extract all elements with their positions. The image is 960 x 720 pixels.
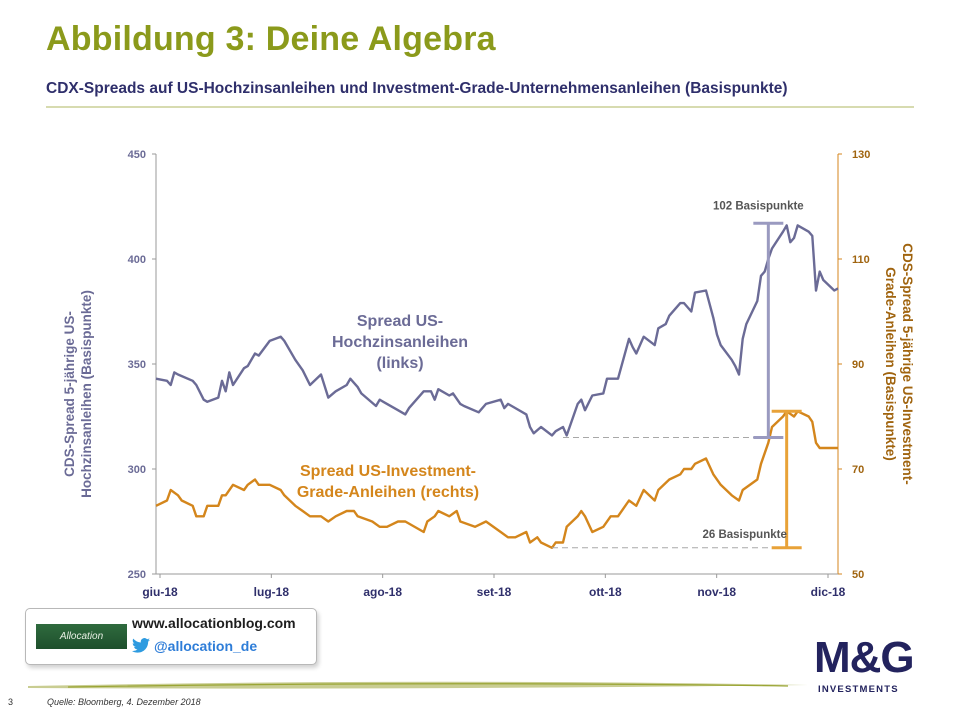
series-line-investment-grade	[155, 410, 838, 549]
chart-subtitle: CDX-Spreads auf US-Hochzinsanleihen und …	[46, 80, 788, 97]
y-axis-left-title: CDS-Spread 5-jährige US- Hochzinsanleihen…	[62, 290, 94, 498]
series-label-line: Spread US-	[357, 313, 443, 330]
title-divider	[46, 106, 914, 108]
series-label-high-yield: Spread US- Hochzinsanleihen (links)	[332, 313, 468, 372]
mg-logo-subtitle: INVESTMENTS	[818, 684, 899, 695]
chart-annotations: 102 Basispunkte 26 Basispunkte	[552, 200, 804, 550]
x-tick-label: lug-18	[254, 585, 290, 599]
annotation-label: 102 Basispunkte	[713, 200, 804, 212]
series-label-line: Grade-Anleihen (rechts)	[297, 484, 479, 501]
x-tick-label: giu-18	[142, 585, 178, 599]
series-label-line: (links)	[376, 355, 423, 372]
y-left-tick-label: 300	[128, 464, 146, 476]
y-left-tick-label: 350	[128, 359, 146, 371]
series-line-high-yield	[155, 224, 839, 437]
twitter-icon	[132, 638, 150, 653]
chart-labels: Spread US-Hochzinsanleihen (links)Spread …	[297, 313, 479, 501]
x-tick-label: nov-18	[697, 585, 736, 599]
allocation-logo: Allocation	[36, 624, 127, 649]
series-label-investment-grade: Spread US-Investment- Grade-Anleihen (rec…	[297, 463, 479, 501]
series-label-line: Spread US-Investment-	[300, 463, 476, 480]
x-tick-label: ago-18	[363, 585, 402, 599]
chart-axes: 250 300 350 400 450 50 70 90 110 130 giu-18 lug-18 a…	[62, 149, 915, 599]
y-right-tick-label: 90	[852, 359, 864, 371]
mg-logo: M&G	[814, 633, 915, 682]
y-left-tick-label: 400	[128, 254, 146, 266]
page-title: Abbildung 3: Deine Algebra	[46, 20, 496, 58]
y-right-tick-label: 70	[852, 464, 864, 476]
twitter-handle-link[interactable]: @allocation_de	[132, 638, 257, 654]
y-right-tick-label: 110	[852, 254, 870, 266]
decorative-swoosh	[28, 681, 808, 689]
page-number: 3	[8, 697, 14, 707]
y-axis-right-title: CDS-Spread 5-jährige US-Investment-Grade…	[883, 243, 915, 485]
blog-url-link[interactable]: www.allocationblog.com	[132, 615, 296, 631]
y-axis-left-title-line: Hochzinsanleihen (Basispunkte)	[79, 290, 94, 498]
x-tick-label: set-18	[477, 585, 512, 599]
spread-chart: 250 300 350 400 450 50 70 90 110 130 giu-18 lug-18 a…	[62, 149, 915, 599]
twitter-handle-text: @allocation_de	[154, 638, 258, 654]
annotation-label: 26 Basispunkte	[702, 529, 786, 541]
y-left-tick-label: 450	[128, 149, 146, 161]
blog-promo-box[interactable]: Allocation www.allocationblog.com @alloc…	[25, 608, 317, 665]
y-right-tick-label: 130	[852, 149, 870, 161]
x-tick-label: ott-18	[589, 585, 622, 599]
y-right-tick-label: 50	[852, 569, 864, 581]
source-note: Quelle: Bloomberg, 4. Dezember 2018	[47, 697, 201, 707]
chart-series	[155, 224, 839, 549]
series-label-line: Hochzinsanleihen	[332, 334, 468, 351]
y-axis-right-title-line: Grade-Anleihen (Basispunkte)	[883, 267, 898, 461]
y-left-tick-label: 250	[128, 569, 146, 581]
y-axis-right-title-line: CDS-Spread 5-jährige US-Investment-	[900, 243, 915, 485]
y-axis-left-title-line: CDS-Spread 5-jährige US-	[62, 311, 77, 477]
x-tick-label: dic-18	[811, 585, 846, 599]
